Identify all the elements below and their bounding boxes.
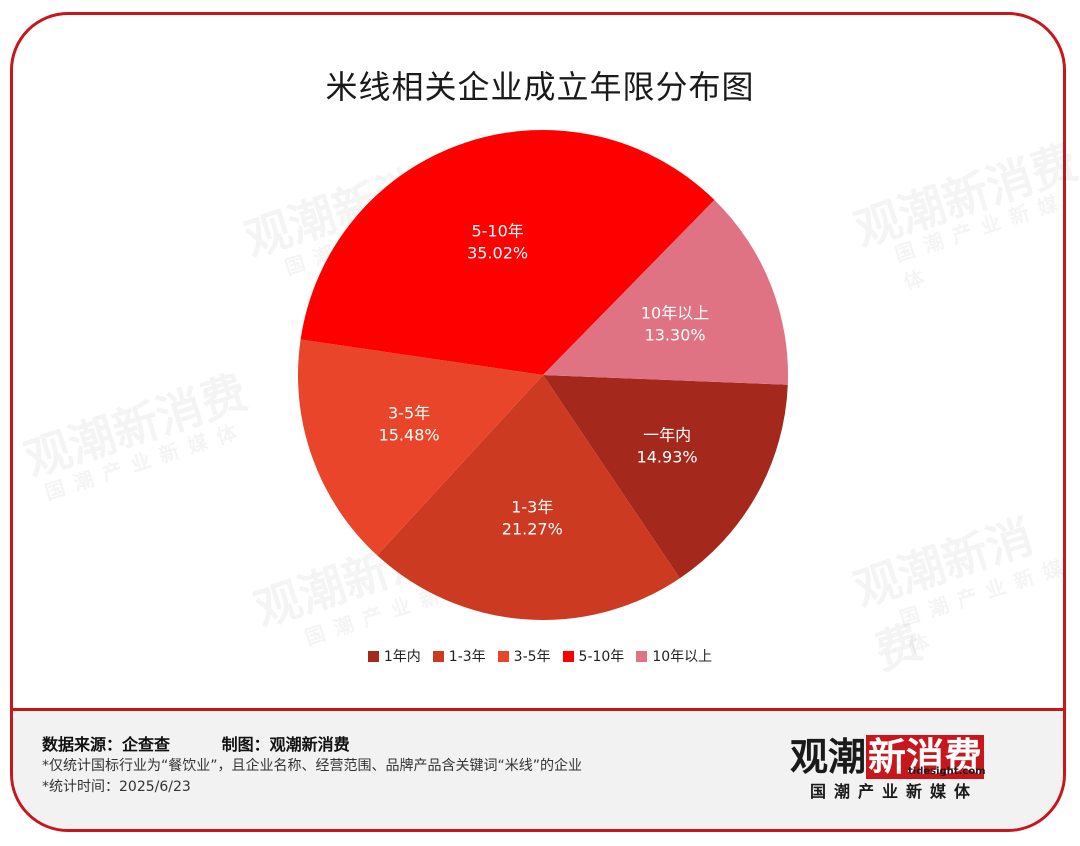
slice-value-1: 14.93% — [637, 447, 698, 466]
chart-title: 米线相关企业成立年限分布图 — [325, 68, 755, 106]
data-source-label: 数据来源：企查查 — [42, 735, 171, 754]
pie-slice-5 — [543, 199, 788, 385]
logo-tagline: 国潮产业新媒体 — [810, 782, 979, 801]
legend-label: 1-3年 — [448, 649, 486, 665]
footnote-scope: *仅统计国标行业为“餐饮业”，且企业名称、经营范围、品牌产品含关键词“米线”的企… — [42, 758, 583, 774]
slice-value-2: 21.27% — [502, 520, 563, 539]
legend-label: 10年以上 — [652, 649, 713, 665]
slice-label-4: 5-10年 — [471, 221, 523, 240]
brand-logo: 观潮新消费 tidesight.com 国潮产业新媒体 — [790, 726, 1020, 801]
footnote-date: *统计时间：2025/6/23 — [42, 779, 191, 795]
legend-item-5: 10年以上 — [636, 646, 712, 666]
legend-item-1: 1年内 — [367, 646, 421, 666]
chart-maker-label: 制图：观潮新消费 — [221, 735, 350, 754]
legend-label: 1年内 — [383, 649, 421, 665]
legend-item-4: 5-10年 — [562, 646, 625, 666]
legend-swatch — [636, 650, 648, 662]
legend-swatch — [432, 650, 444, 662]
pie-slice-4 — [300, 130, 715, 375]
legend-swatch — [562, 650, 574, 662]
logo-site: tidesight.com — [908, 766, 986, 777]
logo-wordmark: 观潮新消费 — [790, 735, 985, 779]
pie-slice-3 — [298, 339, 543, 556]
slice-value-4: 35.02% — [467, 243, 528, 262]
legend-item-3: 3-5年 — [497, 646, 551, 666]
chart-legend: 1年内 1-3年 3-5年 5-10年 10年以上 — [0, 646, 1080, 666]
slice-value-5: 13.30% — [645, 326, 706, 345]
legend-label: 5-10年 — [578, 649, 625, 665]
slice-label-3: 3-5年 — [388, 403, 430, 422]
legend-label: 3-5年 — [513, 649, 551, 665]
legend-item-2: 1-3年 — [432, 646, 486, 666]
slice-label-5: 10年以上 — [641, 304, 709, 323]
pie-slice-1 — [543, 375, 788, 579]
pie-slice-2 — [377, 375, 680, 620]
slice-value-3: 15.48% — [379, 425, 440, 444]
source-line: 数据来源：企查查 制图：观潮新消费 — [42, 731, 356, 755]
legend-swatch — [367, 650, 379, 662]
slice-label-1: 一年内 — [643, 425, 691, 444]
slice-label-2: 1-3年 — [511, 498, 553, 517]
legend-swatch — [497, 650, 509, 662]
